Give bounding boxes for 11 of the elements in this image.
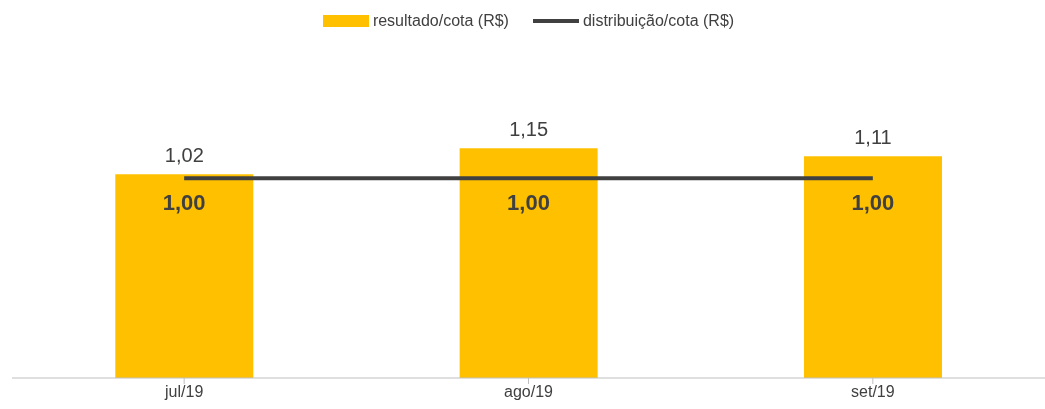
x-tick-label: ago/19 — [504, 383, 554, 401]
data-label: 1,00 — [162, 190, 206, 216]
x-tick-label: set/19 — [851, 383, 895, 401]
legend-label: resultado/cota (R$) — [371, 12, 509, 30]
data-label: 1,11 — [854, 126, 892, 149]
legend-label: distribuição/cota (R$) — [581, 12, 735, 30]
x-tick-label: jul/19 — [164, 383, 204, 401]
data-label: 1,00 — [507, 190, 550, 216]
data-label: 1,15 — [509, 118, 549, 141]
data-label: 1,00 — [851, 190, 895, 216]
data-label: 1,02 — [164, 144, 204, 167]
